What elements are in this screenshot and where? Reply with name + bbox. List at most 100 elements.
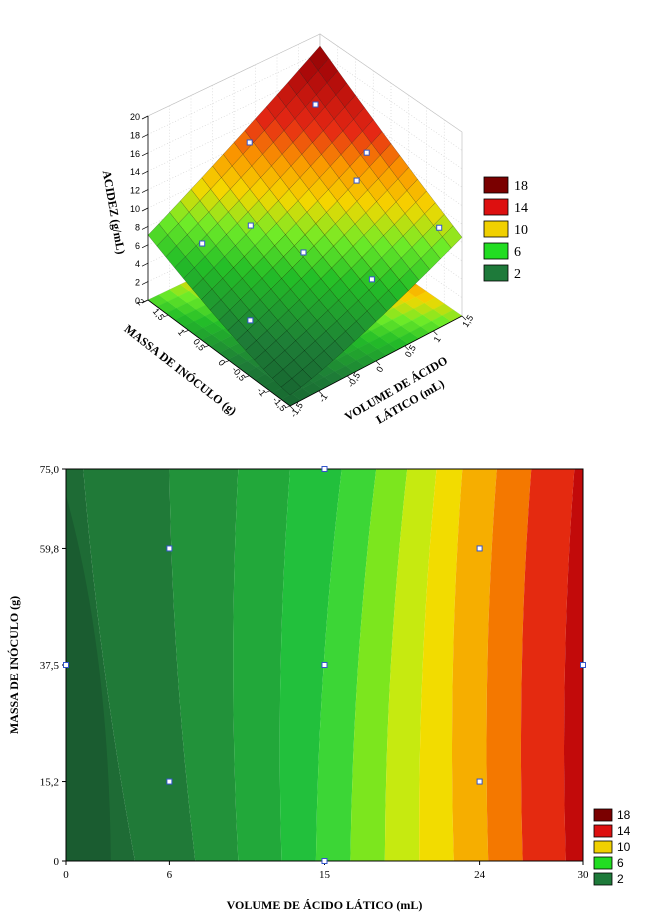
contour-band: [83, 469, 196, 861]
contour-band: [169, 469, 239, 861]
legend-label: 2: [617, 872, 624, 886]
data-point: [476, 545, 483, 552]
data-point: [63, 662, 69, 668]
z-tick-mark: [141, 189, 149, 193]
contour-band: [66, 495, 111, 861]
data-point: [436, 224, 443, 231]
x3d-tick-mark: [433, 330, 438, 336]
x3d-tick-mark: [375, 360, 381, 366]
y-tick-label: 75,0: [40, 464, 60, 476]
z-tick-label: 20: [130, 112, 140, 122]
legend-label: 10: [617, 840, 631, 854]
x3d-tick-mark: [347, 375, 352, 381]
legend-swatch: [483, 176, 509, 194]
y3d-tick-mark: [244, 375, 250, 378]
legend-label: 14: [617, 824, 631, 838]
y3d-tick-label: 0: [216, 358, 227, 368]
y3d-tick-label: 1: [176, 327, 187, 337]
z-tick-mark: [141, 170, 149, 175]
contour-band: [279, 469, 342, 861]
data-point: [353, 177, 360, 184]
x3d-tick-label: 0: [374, 365, 385, 375]
z-tick-label: 0: [135, 296, 140, 306]
contour-band: [350, 469, 408, 861]
contour-band: [451, 469, 497, 861]
x-axis-label: VOLUME DE ÁCIDO LÁTICO (mL): [227, 898, 423, 912]
z-tick-label: 12: [130, 186, 140, 196]
legend-label: 6: [617, 856, 624, 870]
contour-band: [315, 469, 377, 861]
legend-label: 14: [514, 201, 528, 216]
x-tick-label: 0: [63, 869, 69, 881]
legend-swatch: [593, 840, 613, 854]
data-point: [476, 778, 483, 785]
x3d-tick-label: -1: [317, 392, 330, 404]
z-tick-label: 18: [130, 130, 140, 140]
y3d-tick-label: 2: [135, 297, 146, 307]
x3d-tick-label: 1,5: [460, 313, 475, 329]
legend-label: 2: [514, 267, 521, 282]
data-point: [368, 276, 375, 283]
contour-plot: 0 6 15 24 30 75,0 59,8 37,5 15,2 0 VOLUME DE ÁCIDO…: [7, 464, 631, 912]
z-tick-mark: [141, 115, 149, 120]
contour-band: [233, 469, 291, 861]
legend-label: 18: [617, 808, 631, 822]
z-tick-mark: [141, 134, 149, 138]
legend-swatch: [483, 198, 509, 216]
y-tick-label: 0: [54, 856, 60, 868]
x3d-tick-mark: [289, 405, 295, 411]
data-point: [321, 858, 328, 864]
y3d-tick-mark: [203, 345, 209, 348]
data-point: [247, 317, 254, 324]
y-tick-label: 59,8: [40, 543, 60, 555]
data-point: [300, 249, 307, 256]
data-point: [580, 662, 586, 668]
legend-swatch: [593, 856, 613, 870]
y3d-tick-mark: [163, 314, 169, 318]
surface-cell: [280, 378, 302, 396]
legend-label: 10: [514, 223, 528, 238]
legend-swatch: [593, 872, 613, 886]
x3d-tick-label: 1: [432, 335, 443, 345]
y3d-tick-mark: [224, 360, 230, 363]
legend-label: 6: [514, 245, 521, 260]
data-point: [363, 149, 370, 156]
y3d-tick-mark: [264, 390, 270, 394]
z-tick-label: 16: [130, 149, 140, 159]
z-tick-label: 2: [135, 278, 140, 288]
x3d-tick-mark: [318, 390, 323, 396]
y3d-tick-mark: [284, 405, 291, 409]
y-tick-label: 15,2: [40, 777, 59, 789]
legend-swatch: [483, 242, 509, 260]
z-tick-mark: [141, 281, 149, 285]
data-point: [199, 240, 206, 247]
data-point: [246, 139, 253, 146]
z-tick-mark: [141, 207, 149, 212]
y-axis-label: MASSA DE INÓCULO (g): [7, 596, 21, 734]
z-tick-label: 14: [130, 167, 140, 177]
z-tick-label: 8: [135, 222, 140, 232]
z-tick-label: 10: [130, 204, 140, 214]
contour-band: [384, 469, 437, 861]
z-tick-mark: [141, 152, 149, 157]
data-point: [166, 778, 173, 785]
contour-band: [520, 469, 575, 861]
z-tick-mark: [141, 262, 149, 267]
legend-swatch: [593, 824, 613, 838]
z-tick-mark: [141, 226, 149, 230]
data-point: [312, 101, 319, 108]
contour-band: [564, 469, 583, 861]
y3d-tick-mark: [183, 330, 189, 333]
y-tick-label: 37,5: [40, 660, 60, 672]
data-point: [321, 662, 328, 668]
contour-band: [419, 469, 463, 861]
data-point: [166, 545, 173, 552]
x3d-tick-mark: [461, 315, 467, 321]
z-tick-label: 4: [135, 259, 140, 269]
z-tick-label: 6: [135, 241, 140, 251]
x3d-tick-mark: [404, 345, 409, 351]
x-tick-label: 24: [474, 869, 486, 881]
x-tick-label: 30: [578, 869, 590, 881]
legend-swatch: [483, 264, 509, 282]
